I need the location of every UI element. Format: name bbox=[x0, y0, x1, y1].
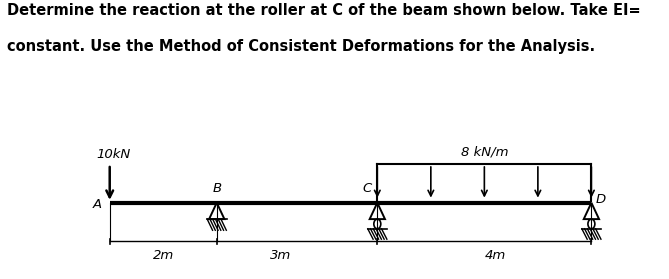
Text: Determine the reaction at the roller at C of the beam shown below. Take EI=: Determine the reaction at the roller at … bbox=[7, 3, 640, 18]
Text: 2m: 2m bbox=[153, 249, 174, 262]
Text: 8 kN/m: 8 kN/m bbox=[460, 146, 508, 159]
Text: constant. Use the Method of Consistent Deformations for the Analysis.: constant. Use the Method of Consistent D… bbox=[7, 39, 595, 54]
Text: C: C bbox=[363, 182, 372, 195]
Text: 3m: 3m bbox=[270, 249, 292, 262]
Text: 4m: 4m bbox=[484, 249, 506, 262]
Text: D: D bbox=[595, 193, 606, 206]
Text: 10kN: 10kN bbox=[96, 148, 130, 161]
Text: B: B bbox=[212, 182, 221, 195]
Text: A: A bbox=[92, 198, 102, 211]
